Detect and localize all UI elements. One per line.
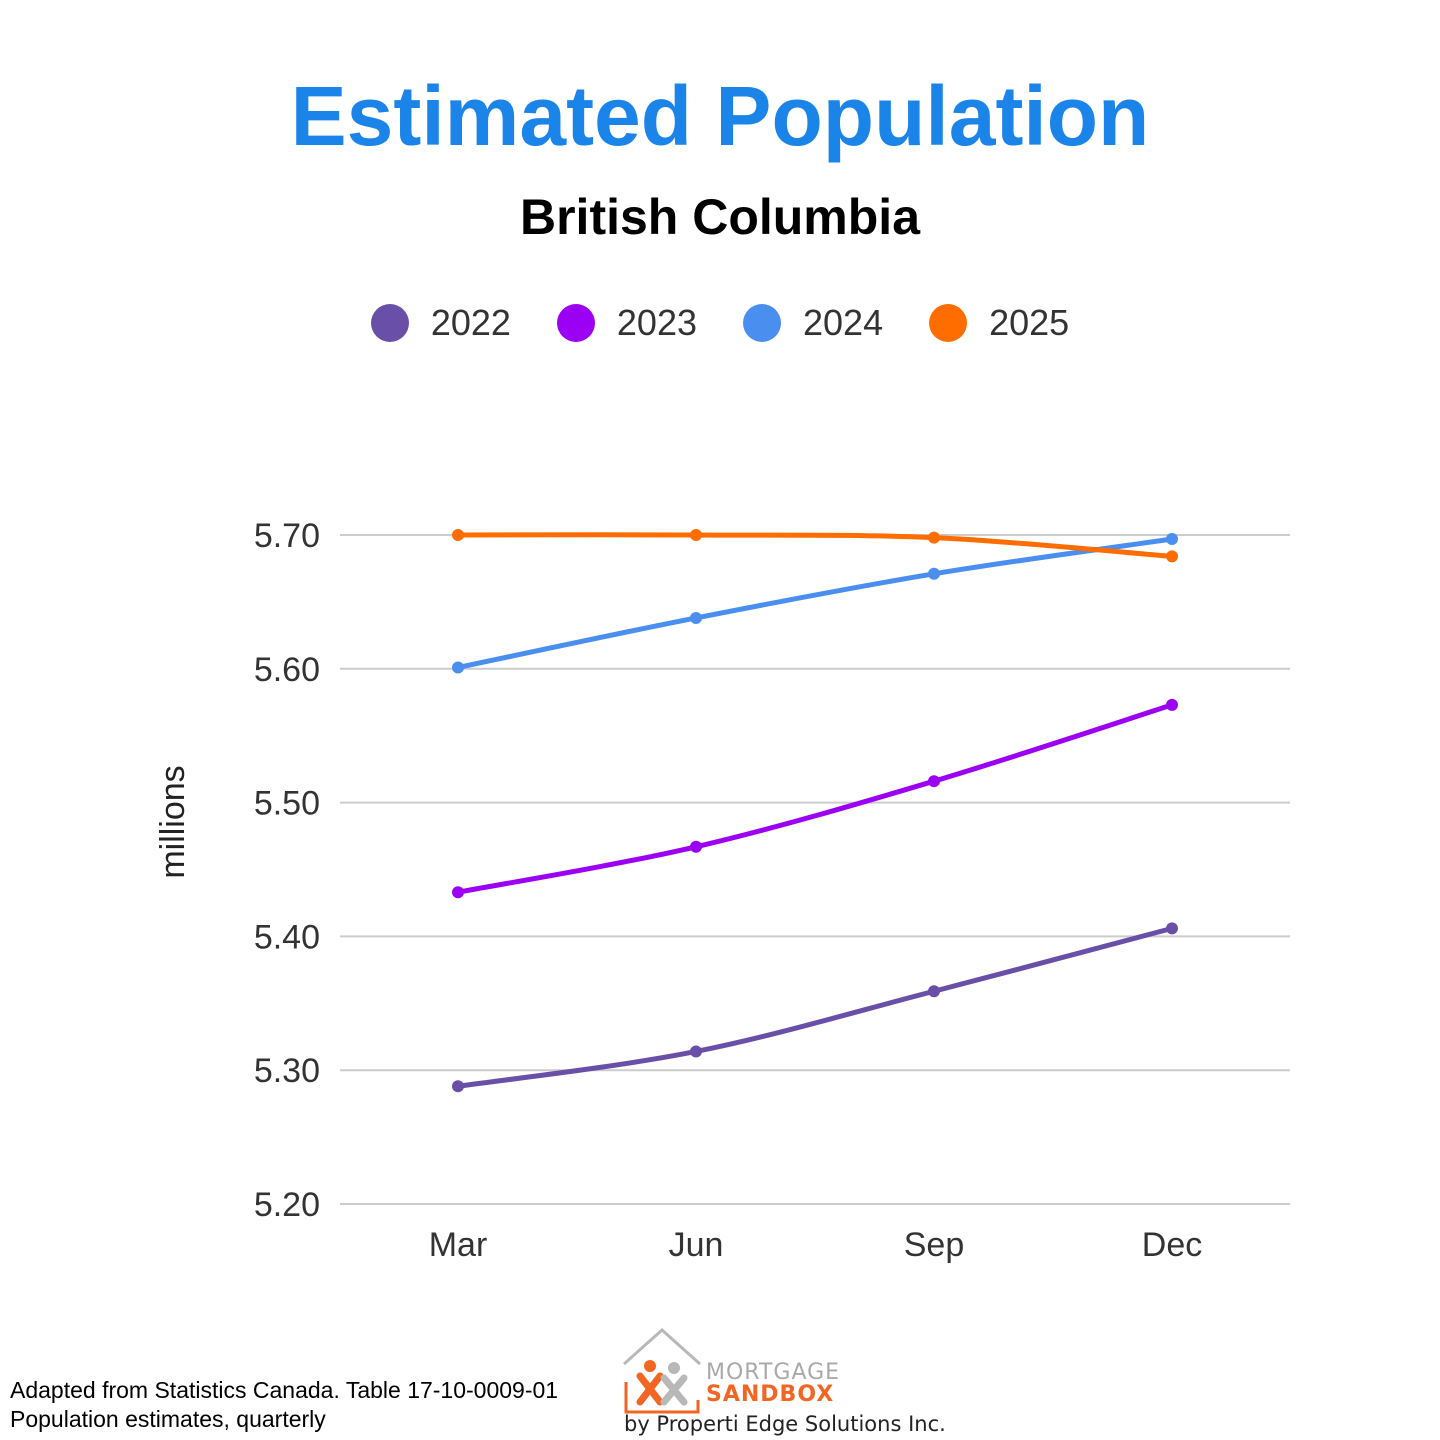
- data-point-2023-sep: [928, 775, 940, 788]
- legend-label-2024: 2024: [803, 302, 884, 343]
- series-line-2025: [455, 532, 1175, 559]
- y-tick-label: 5.50: [254, 785, 320, 823]
- legend-marker-2024: [743, 304, 781, 342]
- data-point-2025-sep: [928, 531, 940, 544]
- x-tick-label: Dec: [1142, 1226, 1202, 1264]
- y-tick-label: 5.40: [254, 918, 320, 956]
- logo-word-mortgage: MORTGAGE: [706, 1360, 841, 1385]
- chart-title: Estimated Population: [290, 69, 1150, 163]
- chart-subtitle: British Columbia: [519, 189, 921, 245]
- y-tick-label: 5.20: [254, 1186, 320, 1224]
- legend-label-2025: 2025: [989, 302, 1070, 343]
- source-note: Adapted from Statistics Canada. Table 17…: [10, 1376, 558, 1434]
- x-tick-label: Mar: [429, 1226, 488, 1264]
- legend-label-2022: 2022: [430, 302, 511, 343]
- data-point-2022-mar: [452, 1080, 464, 1093]
- data-point-2024-mar: [452, 661, 464, 674]
- mortgage-sandbox-logo: MORTGAGE SANDBOX by Properti Edge Soluti…: [620, 1326, 946, 1438]
- series-line-2022: [455, 925, 1175, 1089]
- series-line-2023: [455, 702, 1175, 895]
- data-point-2025-dec: [1166, 550, 1178, 563]
- legend-marker-2022: [370, 304, 409, 342]
- y-tick-label: 5.30: [254, 1052, 320, 1090]
- data-point-2023-mar: [452, 886, 464, 899]
- legend-marker-2025: [929, 304, 968, 342]
- legend-item-2022[interactable]: 2022: [370, 302, 511, 344]
- data-point-2025-mar: [452, 529, 464, 541]
- legend-marker-2023: [556, 304, 595, 342]
- legend-item-2024[interactable]: 2024: [743, 302, 883, 344]
- data-point-2022-dec: [1166, 922, 1178, 935]
- data-point-2024-sep: [928, 567, 940, 580]
- legend-label-2023: 2023: [616, 302, 697, 343]
- x-tick-label: Sep: [904, 1226, 965, 1264]
- data-point-2023-jun: [690, 840, 702, 853]
- chart-legend: 2022 2023 2024 2025: [0, 298, 1440, 348]
- series-line-2024: [455, 536, 1175, 670]
- data-point-2023-dec: [1166, 698, 1178, 711]
- logo-word-sandbox: SANDBOX: [706, 1382, 835, 1407]
- data-point-2022-sep: [928, 985, 940, 998]
- y-axis-label: millions: [154, 765, 192, 878]
- legend-item-2023[interactable]: 2023: [556, 302, 697, 344]
- x-tick-label: Jun: [669, 1226, 724, 1264]
- y-tick-label: 5.70: [254, 517, 320, 555]
- data-point-2022-jun: [690, 1045, 702, 1058]
- data-point-2024-dec: [1166, 533, 1178, 546]
- logo-byline: by Properti Edge Solutions Inc.: [624, 1412, 946, 1436]
- source-line-2: Population estimates, quarterly: [10, 1406, 326, 1432]
- house-logo-icon: [622, 1327, 702, 1414]
- y-tick-label: 5.60: [254, 651, 320, 689]
- source-line-1: Adapted from Statistics Canada. Table 17…: [10, 1377, 559, 1403]
- legend-item-2025[interactable]: 2025: [929, 302, 1069, 344]
- data-point-2025-jun: [690, 529, 702, 541]
- data-point-2024-jun: [690, 611, 702, 624]
